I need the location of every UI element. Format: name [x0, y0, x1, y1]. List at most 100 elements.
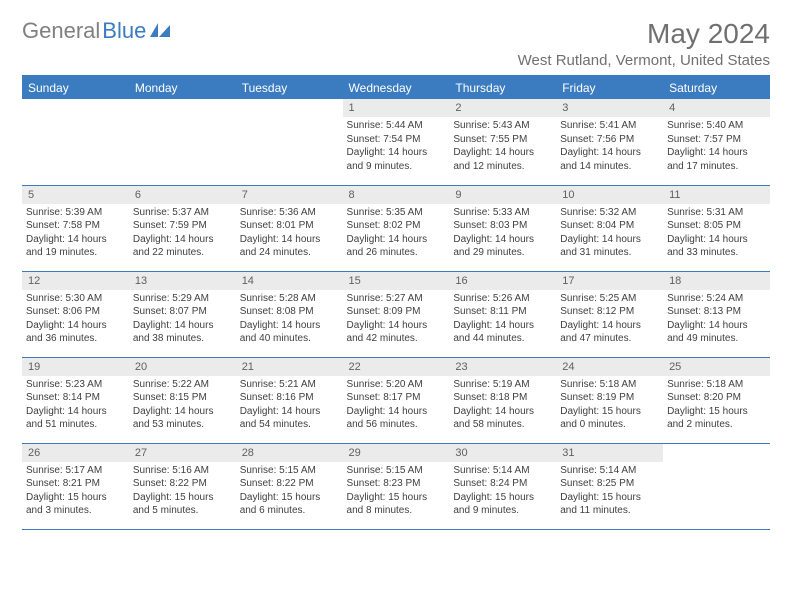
day-number: 26 [22, 444, 129, 462]
day-number: 16 [449, 272, 556, 290]
day-header: Friday [556, 76, 663, 99]
calendar-day-cell: 12Sunrise: 5:30 AMSunset: 8:06 PMDayligh… [22, 271, 129, 357]
day-details: Sunrise: 5:40 AMSunset: 7:57 PMDaylight:… [663, 117, 770, 177]
calendar-day-cell: 15Sunrise: 5:27 AMSunset: 8:09 PMDayligh… [343, 271, 450, 357]
day-details: Sunrise: 5:39 AMSunset: 7:58 PMDaylight:… [22, 204, 129, 264]
day-details: Sunrise: 5:16 AMSunset: 8:22 PMDaylight:… [129, 462, 236, 522]
day-details: Sunrise: 5:28 AMSunset: 8:08 PMDaylight:… [236, 290, 343, 350]
day-number: 3 [556, 99, 663, 117]
calendar-day-cell: 16Sunrise: 5:26 AMSunset: 8:11 PMDayligh… [449, 271, 556, 357]
brand-part1: General [22, 18, 100, 44]
day-header: Monday [129, 76, 236, 99]
day-number: 9 [449, 186, 556, 204]
brand-part2: Blue [102, 18, 146, 44]
day-number: 23 [449, 358, 556, 376]
day-number: 18 [663, 272, 770, 290]
calendar-day-cell: 11Sunrise: 5:31 AMSunset: 8:05 PMDayligh… [663, 185, 770, 271]
day-number: 31 [556, 444, 663, 462]
day-details: Sunrise: 5:30 AMSunset: 8:06 PMDaylight:… [22, 290, 129, 350]
day-details: Sunrise: 5:33 AMSunset: 8:03 PMDaylight:… [449, 204, 556, 264]
calendar-day-cell: 23Sunrise: 5:19 AMSunset: 8:18 PMDayligh… [449, 357, 556, 443]
day-details: Sunrise: 5:14 AMSunset: 8:25 PMDaylight:… [556, 462, 663, 522]
day-number: 30 [449, 444, 556, 462]
calendar-day-cell: 22Sunrise: 5:20 AMSunset: 8:17 PMDayligh… [343, 357, 450, 443]
logo-mark-icon [150, 23, 172, 39]
calendar-day-cell: 13Sunrise: 5:29 AMSunset: 8:07 PMDayligh… [129, 271, 236, 357]
calendar-day-cell [129, 99, 236, 185]
day-number: 13 [129, 272, 236, 290]
day-details: Sunrise: 5:17 AMSunset: 8:21 PMDaylight:… [22, 462, 129, 522]
calendar-day-cell: 9Sunrise: 5:33 AMSunset: 8:03 PMDaylight… [449, 185, 556, 271]
day-number: 5 [22, 186, 129, 204]
calendar-day-cell: 31Sunrise: 5:14 AMSunset: 8:25 PMDayligh… [556, 443, 663, 529]
day-number: 8 [343, 186, 450, 204]
calendar-day-cell [663, 443, 770, 529]
calendar-week-row: 26Sunrise: 5:17 AMSunset: 8:21 PMDayligh… [22, 443, 770, 529]
day-number: 21 [236, 358, 343, 376]
brand-logo: GeneralBlue [22, 18, 172, 44]
day-details: Sunrise: 5:37 AMSunset: 7:59 PMDaylight:… [129, 204, 236, 264]
day-details: Sunrise: 5:19 AMSunset: 8:18 PMDaylight:… [449, 376, 556, 436]
day-number: 7 [236, 186, 343, 204]
day-details: Sunrise: 5:27 AMSunset: 8:09 PMDaylight:… [343, 290, 450, 350]
calendar-week-row: 5Sunrise: 5:39 AMSunset: 7:58 PMDaylight… [22, 185, 770, 271]
day-header: Wednesday [343, 76, 450, 99]
day-number: 15 [343, 272, 450, 290]
location-text: West Rutland, Vermont, United States [22, 52, 770, 69]
calendar-day-cell: 21Sunrise: 5:21 AMSunset: 8:16 PMDayligh… [236, 357, 343, 443]
day-details: Sunrise: 5:18 AMSunset: 8:19 PMDaylight:… [556, 376, 663, 436]
day-header: Sunday [22, 76, 129, 99]
calendar-day-cell [22, 99, 129, 185]
day-details: Sunrise: 5:31 AMSunset: 8:05 PMDaylight:… [663, 204, 770, 264]
calendar-day-cell: 1Sunrise: 5:44 AMSunset: 7:54 PMDaylight… [343, 99, 450, 185]
day-details: Sunrise: 5:43 AMSunset: 7:55 PMDaylight:… [449, 117, 556, 177]
calendar-day-cell: 7Sunrise: 5:36 AMSunset: 8:01 PMDaylight… [236, 185, 343, 271]
day-number: 1 [343, 99, 450, 117]
day-header: Thursday [449, 76, 556, 99]
day-details: Sunrise: 5:14 AMSunset: 8:24 PMDaylight:… [449, 462, 556, 522]
day-number: 12 [22, 272, 129, 290]
day-number: 19 [22, 358, 129, 376]
day-number: 2 [449, 99, 556, 117]
day-number: 25 [663, 358, 770, 376]
day-number: 11 [663, 186, 770, 204]
calendar-day-cell: 28Sunrise: 5:15 AMSunset: 8:22 PMDayligh… [236, 443, 343, 529]
day-details: Sunrise: 5:22 AMSunset: 8:15 PMDaylight:… [129, 376, 236, 436]
page-title: May 2024 [647, 18, 770, 50]
calendar-table: SundayMondayTuesdayWednesdayThursdayFrid… [22, 75, 770, 530]
day-details: Sunrise: 5:44 AMSunset: 7:54 PMDaylight:… [343, 117, 450, 177]
calendar-day-cell: 3Sunrise: 5:41 AMSunset: 7:56 PMDaylight… [556, 99, 663, 185]
calendar-day-cell: 2Sunrise: 5:43 AMSunset: 7:55 PMDaylight… [449, 99, 556, 185]
calendar-header-row: SundayMondayTuesdayWednesdayThursdayFrid… [22, 76, 770, 99]
calendar-day-cell: 26Sunrise: 5:17 AMSunset: 8:21 PMDayligh… [22, 443, 129, 529]
calendar-day-cell: 14Sunrise: 5:28 AMSunset: 8:08 PMDayligh… [236, 271, 343, 357]
calendar-week-row: 12Sunrise: 5:30 AMSunset: 8:06 PMDayligh… [22, 271, 770, 357]
calendar-day-cell: 17Sunrise: 5:25 AMSunset: 8:12 PMDayligh… [556, 271, 663, 357]
day-number: 27 [129, 444, 236, 462]
day-number: 29 [343, 444, 450, 462]
day-number: 14 [236, 272, 343, 290]
calendar-day-cell: 30Sunrise: 5:14 AMSunset: 8:24 PMDayligh… [449, 443, 556, 529]
calendar-day-cell: 25Sunrise: 5:18 AMSunset: 8:20 PMDayligh… [663, 357, 770, 443]
day-number: 10 [556, 186, 663, 204]
day-number: 6 [129, 186, 236, 204]
day-details: Sunrise: 5:20 AMSunset: 8:17 PMDaylight:… [343, 376, 450, 436]
calendar-day-cell [236, 99, 343, 185]
day-number: 22 [343, 358, 450, 376]
day-details: Sunrise: 5:26 AMSunset: 8:11 PMDaylight:… [449, 290, 556, 350]
calendar-day-cell: 19Sunrise: 5:23 AMSunset: 8:14 PMDayligh… [22, 357, 129, 443]
calendar-day-cell: 27Sunrise: 5:16 AMSunset: 8:22 PMDayligh… [129, 443, 236, 529]
day-details: Sunrise: 5:21 AMSunset: 8:16 PMDaylight:… [236, 376, 343, 436]
day-details: Sunrise: 5:29 AMSunset: 8:07 PMDaylight:… [129, 290, 236, 350]
day-number: 20 [129, 358, 236, 376]
day-details: Sunrise: 5:36 AMSunset: 8:01 PMDaylight:… [236, 204, 343, 264]
calendar-day-cell: 24Sunrise: 5:18 AMSunset: 8:19 PMDayligh… [556, 357, 663, 443]
calendar-day-cell: 6Sunrise: 5:37 AMSunset: 7:59 PMDaylight… [129, 185, 236, 271]
calendar-day-cell: 18Sunrise: 5:24 AMSunset: 8:13 PMDayligh… [663, 271, 770, 357]
calendar-day-cell: 20Sunrise: 5:22 AMSunset: 8:15 PMDayligh… [129, 357, 236, 443]
calendar-day-cell: 10Sunrise: 5:32 AMSunset: 8:04 PMDayligh… [556, 185, 663, 271]
day-details: Sunrise: 5:15 AMSunset: 8:22 PMDaylight:… [236, 462, 343, 522]
day-details: Sunrise: 5:32 AMSunset: 8:04 PMDaylight:… [556, 204, 663, 264]
day-details: Sunrise: 5:25 AMSunset: 8:12 PMDaylight:… [556, 290, 663, 350]
calendar-day-cell: 29Sunrise: 5:15 AMSunset: 8:23 PMDayligh… [343, 443, 450, 529]
